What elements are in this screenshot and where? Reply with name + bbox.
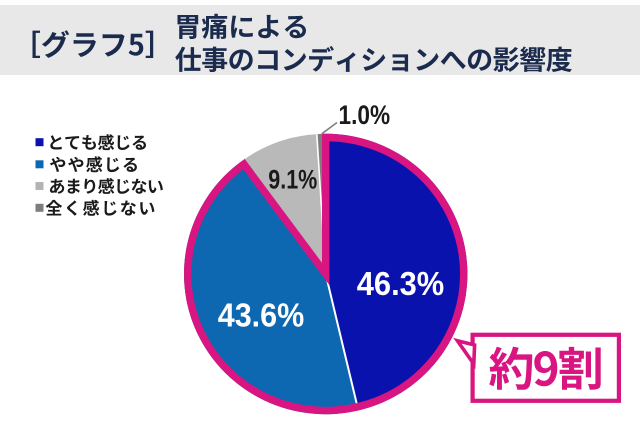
svg-text:43.6%: 43.6% xyxy=(218,297,305,334)
svg-text:1.0%: 1.0% xyxy=(339,100,391,130)
svg-text:46.3%: 46.3% xyxy=(357,265,445,302)
svg-text:9.1%: 9.1% xyxy=(268,165,317,195)
